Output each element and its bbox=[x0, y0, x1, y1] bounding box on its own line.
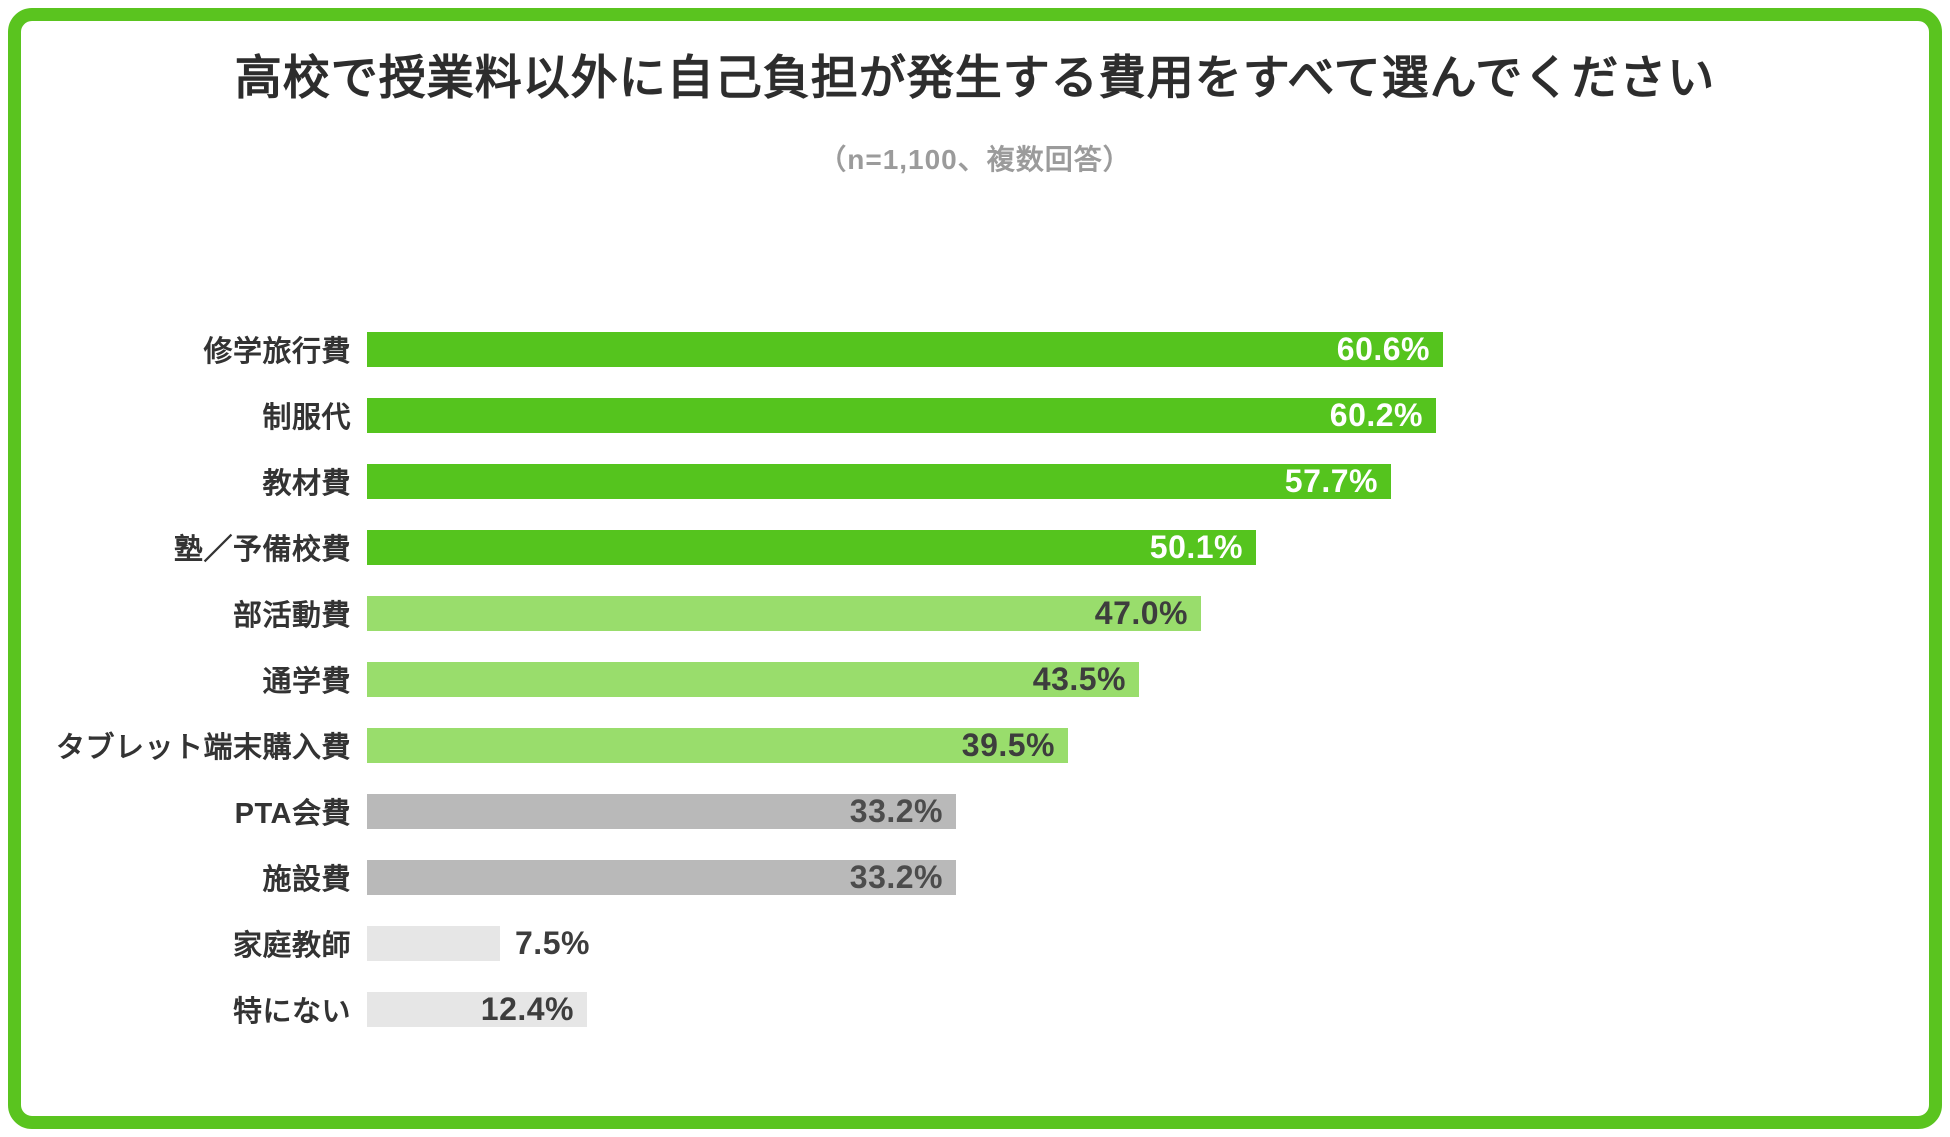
bar-value-label: 60.2% bbox=[1329, 396, 1423, 433]
chart-row: 教材費 57.7% bbox=[21, 462, 1929, 500]
bar-track: 50.1% bbox=[367, 528, 1929, 565]
bar-track: 33.2% bbox=[367, 858, 1929, 895]
bar-value-label: 12.4% bbox=[480, 990, 574, 1027]
bar-track: 60.6% bbox=[367, 330, 1929, 367]
bar: 50.1% bbox=[367, 528, 1256, 565]
bar-category-label: 部活動費 bbox=[232, 600, 351, 633]
bar-category-label: 塾／予備校費 bbox=[173, 534, 351, 567]
bar-category-label: 家庭教師 bbox=[232, 930, 351, 963]
chart-row: 塾／予備校費 50.1% bbox=[21, 528, 1929, 566]
chart-row: PTA会費 33.2% bbox=[21, 792, 1929, 830]
bar-category-label: 教材費 bbox=[262, 468, 351, 501]
chart-row: 施設費 33.2% bbox=[21, 858, 1929, 896]
bar-category-label: 特にない bbox=[232, 996, 351, 1029]
bar-track: 57.7% bbox=[367, 462, 1929, 499]
bar: 43.5% bbox=[367, 660, 1139, 697]
chart-row: 通学費 43.5% bbox=[21, 660, 1929, 698]
chart-row: 特にない 12.4% bbox=[21, 990, 1929, 1028]
bar-category-label: 修学旅行費 bbox=[203, 336, 351, 369]
chart-row: 修学旅行費 60.6% bbox=[21, 330, 1929, 368]
chart-row: 家庭教師 7.5% bbox=[21, 924, 1929, 963]
bar: 33.2% bbox=[367, 858, 956, 895]
bar-value-label: 47.0% bbox=[1094, 594, 1188, 631]
chart-title: 高校で授業料以外に自己負担が発生する費用をすべて選んでください bbox=[234, 51, 1716, 104]
bar-category-label: PTA会費 bbox=[234, 798, 351, 831]
bar: 33.2% bbox=[367, 792, 956, 829]
bar: 60.2% bbox=[367, 396, 1436, 433]
bar-value-label: 57.7% bbox=[1284, 462, 1378, 499]
bar-category-label: 通学費 bbox=[262, 666, 351, 699]
bar-category-label: 施設費 bbox=[262, 864, 351, 897]
bar-value-label: 60.6% bbox=[1336, 330, 1430, 367]
chart-row: 部活動費 47.0% bbox=[21, 594, 1929, 632]
bar-category-label: タブレット端末購入費 bbox=[55, 732, 351, 765]
bar-track: 43.5% bbox=[367, 660, 1929, 697]
bar-value-label: 39.5% bbox=[961, 726, 1055, 763]
bar: 60.6% bbox=[367, 330, 1443, 367]
bar-value-label: 33.2% bbox=[849, 858, 943, 895]
chart-row: 制服代 60.2% bbox=[21, 396, 1929, 434]
bar-value-label: 43.5% bbox=[1032, 660, 1126, 697]
bar: 12.4% bbox=[367, 990, 587, 1027]
bar-track: 60.2% bbox=[367, 396, 1929, 433]
bar-chart: 修学旅行費 60.6% 制服代 60.2% 教材費 57.7% 塾／予備校費 50.1% 部活動… bbox=[21, 330, 1929, 1028]
chart-subtitle: （n=1,100、複数回答） bbox=[818, 143, 1132, 175]
bar-track: 7.5% bbox=[367, 924, 1929, 961]
bar-value-label: 7.5% bbox=[515, 924, 590, 961]
bar: 57.7% bbox=[367, 462, 1391, 499]
bar-category-label: 制服代 bbox=[262, 402, 351, 435]
bar bbox=[367, 925, 500, 961]
bar: 39.5% bbox=[367, 726, 1068, 763]
chart-card: 高校で授業料以外に自己負担が発生する費用をすべて選んでください （n=1,100… bbox=[8, 8, 1942, 1129]
bar-track: 39.5% bbox=[367, 726, 1929, 763]
bar-value-label: 50.1% bbox=[1149, 528, 1243, 565]
bar-track: 33.2% bbox=[367, 792, 1929, 829]
chart-row: タブレット端末購入費 39.5% bbox=[21, 726, 1929, 764]
bar-track: 47.0% bbox=[367, 594, 1929, 631]
bar: 47.0% bbox=[367, 594, 1201, 631]
bar-value-label: 33.2% bbox=[849, 792, 943, 829]
bar-track: 12.4% bbox=[367, 990, 1929, 1027]
